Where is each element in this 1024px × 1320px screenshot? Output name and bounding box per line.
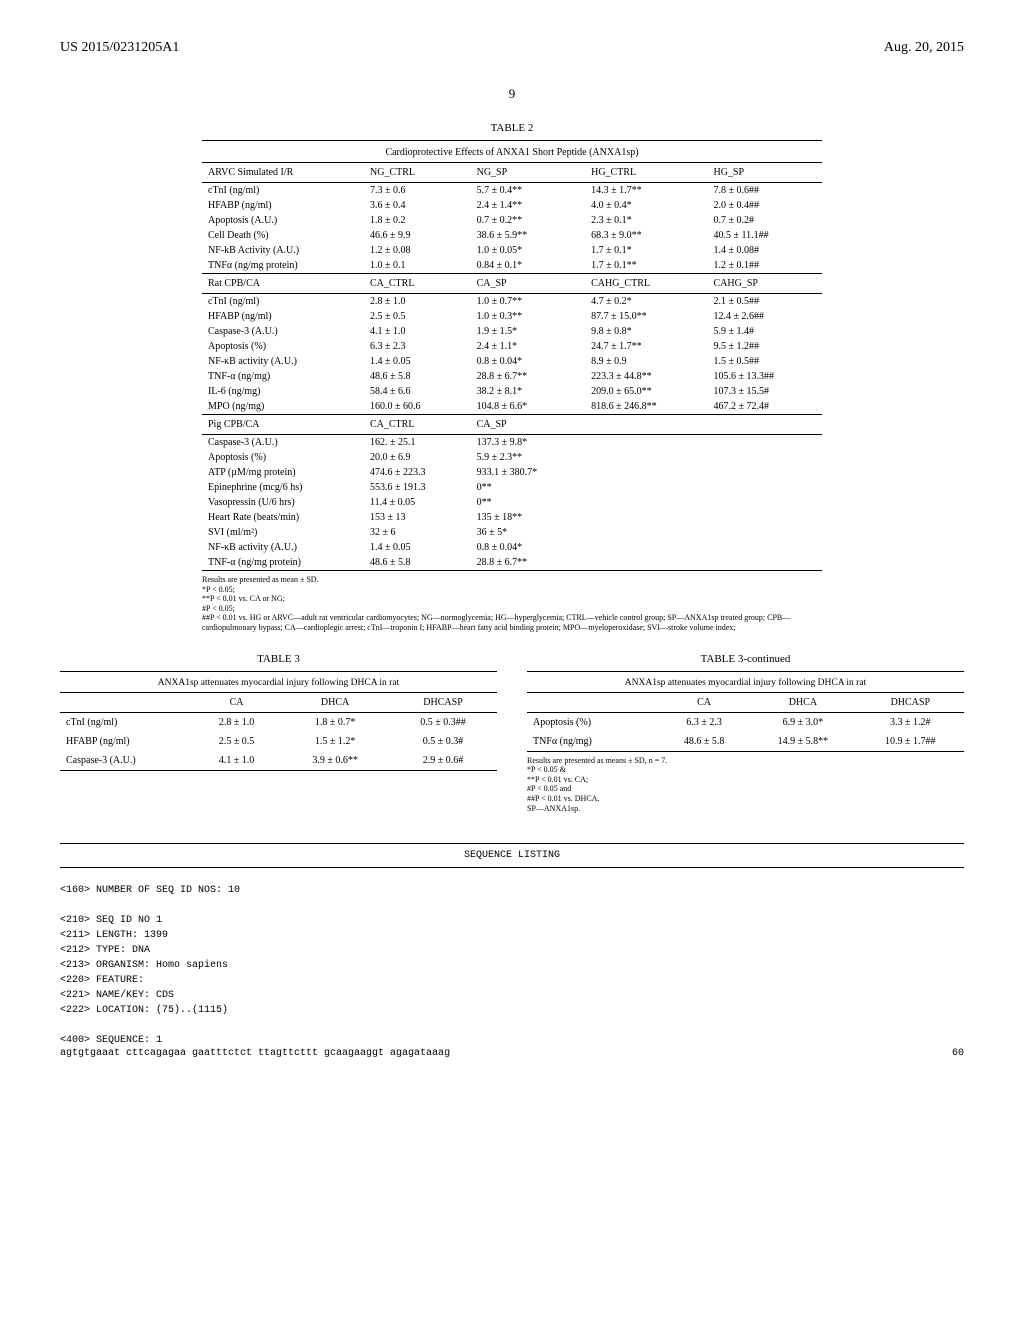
table-row: Apoptosis (%)6.3 ± 2.36.9 ± 3.0*3.3 ± 1.… (527, 712, 964, 732)
table-2-label: TABLE 2 (202, 122, 822, 134)
table-row: IL-6 (ng/mg)58.4 ± 6.638.2 ± 8.1*209.0 ±… (202, 384, 822, 399)
table-3-right-header: CA DHCA DHCASP (527, 692, 964, 712)
sequence-listing-body: <160> NUMBER OF SEQ ID NOS: 10 <210> SEQ… (60, 883, 964, 1048)
table-row: Caspase-3 (A.U.)4.1 ± 1.01.9 ± 1.5*9.8 ±… (202, 324, 822, 339)
table-row: SVI (ml/m²)32 ± 636 ± 5* (202, 525, 822, 540)
table-row: Apoptosis (%)20.0 ± 6.95.9 ± 2.3** (202, 450, 822, 465)
page-number: 9 (60, 86, 964, 102)
table-row: Caspase-3 (A.U.)4.1 ± 1.03.9 ± 0.6**2.9 … (60, 751, 497, 771)
table-row: Apoptosis (%)6.3 ± 2.32.4 ± 1.1*24.7 ± 1… (202, 339, 822, 354)
table-row: Caspase-3 (A.U.)162. ± 25.1137.3 ± 9.8* (202, 435, 822, 451)
table-row: Epinephrine (mcg/6 hs)553.6 ± 191.30** (202, 480, 822, 495)
table-2-footnotes: Results are presented as mean ± SD.*P < … (202, 575, 822, 633)
table-3-left-label: TABLE 3 (60, 653, 497, 665)
table-row: TNFα (ng/mg protein)1.0 ± 0.10.84 ± 0.1*… (202, 258, 822, 274)
table-row: Cell Death (%)46.6 ± 9.938.6 ± 5.9**68.3… (202, 228, 822, 243)
table-3-right: TABLE 3-continued ANXA1sp attenuates myo… (527, 653, 964, 814)
patent-date: Aug. 20, 2015 (884, 40, 964, 56)
table-row: cTnI (ng/ml)7.3 ± 0.65.7 ± 0.4**14.3 ± 1… (202, 183, 822, 199)
table-3-left-header: CA DHCA DHCASP (60, 692, 497, 712)
table-2-body: ARVC Simulated I/R NG_CTRL NG_SP HG_CTRL… (202, 162, 822, 571)
table-3-columns: TABLE 3 ANXA1sp attenuates myocardial in… (60, 653, 964, 814)
table-2: TABLE 2 Cardioprotective Effects of ANXA… (202, 122, 822, 633)
table-row: TNF-α (ng/mg protein)48.6 ± 5.828.8 ± 6.… (202, 555, 822, 571)
sequence-listing-heading: SEQUENCE LISTING (60, 843, 964, 868)
table-2-caption: Cardioprotective Effects of ANXA1 Short … (202, 140, 822, 162)
table-row: NF-kB Activity (A.U.)1.2 ± 0.081.0 ± 0.0… (202, 243, 822, 258)
table-row: NF-κB activity (A.U.)1.4 ± 0.050.8 ± 0.0… (202, 540, 822, 555)
table-2-section2-header: Rat CPB/CA CA_CTRL CA_SP CAHG_CTRL CAHG_… (202, 274, 822, 294)
table-3-left: TABLE 3 ANXA1sp attenuates myocardial in… (60, 653, 497, 814)
table-row: cTnI (ng/ml)2.8 ± 1.01.8 ± 0.7*0.5 ± 0.3… (60, 712, 497, 732)
table-row: Apoptosis (A.U.)1.8 ± 0.20.7 ± 0.2**2.3 … (202, 213, 822, 228)
table-3-right-body: CA DHCA DHCASP Apoptosis (%)6.3 ± 2.36.9… (527, 692, 964, 752)
dna-position: 60 (952, 1048, 964, 1059)
table-3-left-body: CA DHCA DHCASP cTnI (ng/ml)2.8 ± 1.01.8 … (60, 692, 497, 771)
patent-number: US 2015/0231205A1 (60, 40, 179, 56)
sequence-dna-line: agtgtgaaat cttcagagaa gaatttctct ttagttc… (60, 1048, 964, 1059)
table-row: MPO (ng/mg)160.0 ± 60.6104.8 ± 6.6*818.6… (202, 399, 822, 415)
table-row: ATP (µM/mg protein)474.6 ± 223.3933.1 ± … (202, 465, 822, 480)
table-3-right-label: TABLE 3-continued (527, 653, 964, 665)
dna-sequence: agtgtgaaat cttcagagaa gaatttctct ttagttc… (60, 1048, 450, 1059)
table-row: TNF-α (ng/mg)48.6 ± 5.828.8 ± 6.7**223.3… (202, 369, 822, 384)
table-row: Vasopressin (U/6 hrs)11.4 ± 0.050** (202, 495, 822, 510)
patent-header: US 2015/0231205A1 Aug. 20, 2015 (60, 40, 964, 56)
table-row: HFABP (ng/ml)2.5 ± 0.51.5 ± 1.2*0.5 ± 0.… (60, 732, 497, 751)
table-3-footnotes: Results are presented as means ± SD, n =… (527, 756, 964, 814)
table-2-section1-header: ARVC Simulated I/R NG_CTRL NG_SP HG_CTRL… (202, 163, 822, 183)
table-row: Heart Rate (beats/min)153 ± 13135 ± 18** (202, 510, 822, 525)
table-row: TNFα (ng/mg)48.6 ± 5.814.9 ± 5.8**10.9 ±… (527, 732, 964, 752)
table-3-left-caption: ANXA1sp attenuates myocardial injury fol… (60, 671, 497, 692)
table-row: cTnI (ng/ml)2.8 ± 1.01.0 ± 0.7**4.7 ± 0.… (202, 294, 822, 310)
table-row: HFABP (ng/ml)3.6 ± 0.42.4 ± 1.4**4.0 ± 0… (202, 198, 822, 213)
table-row: HFABP (ng/ml)2.5 ± 0.51.0 ± 0.3**87.7 ± … (202, 309, 822, 324)
table-3-right-caption: ANXA1sp attenuates myocardial injury fol… (527, 671, 964, 692)
table-row: NF-κB activity (A.U.)1.4 ± 0.050.8 ± 0.0… (202, 354, 822, 369)
table-2-section3-header: Pig CPB/CA CA_CTRL CA_SP (202, 415, 822, 435)
